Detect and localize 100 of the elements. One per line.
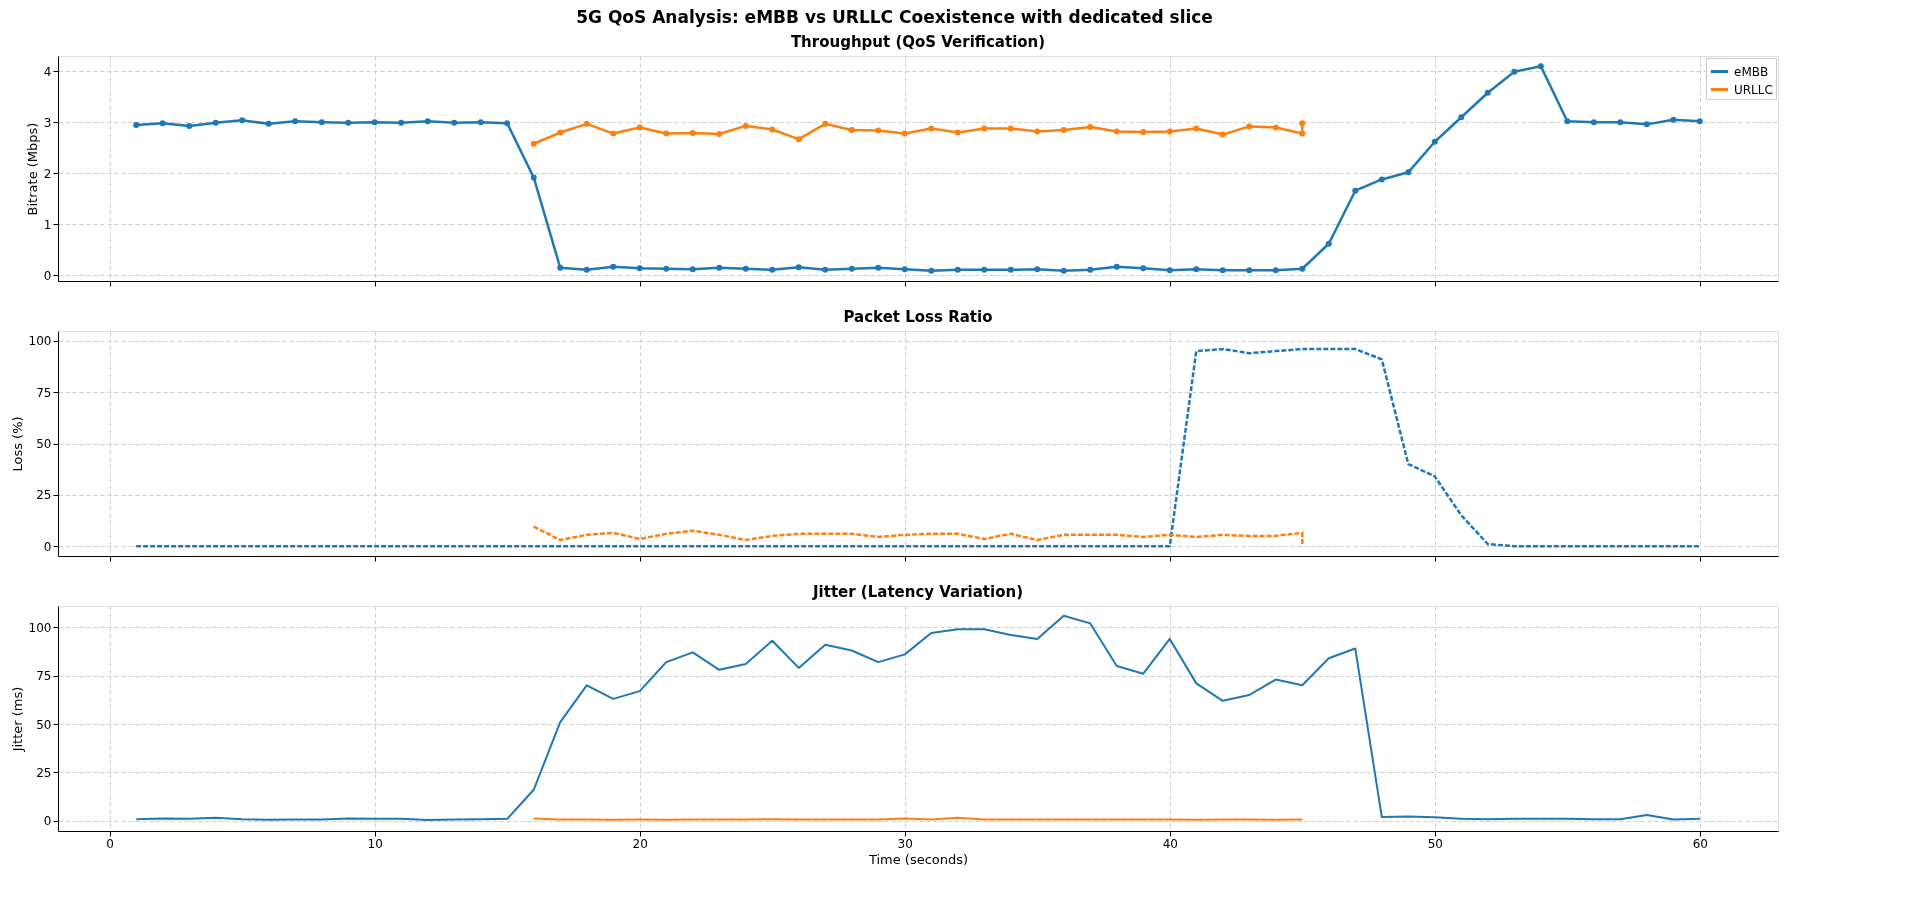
y-tick-label: 2 [43,166,52,181]
point [928,267,935,274]
point [610,263,617,270]
point [663,265,670,272]
point [928,125,935,132]
y-tick-label: 4 [43,64,52,79]
point [1060,267,1067,274]
point [1643,121,1650,128]
legend-label: eMBB [1734,64,1769,79]
point [954,129,961,136]
point [1299,265,1306,272]
y-tick-label: 0 [43,539,52,554]
point [159,120,166,127]
point [636,124,643,131]
point [1564,118,1571,125]
point [1670,116,1677,123]
point [451,119,458,126]
point [1140,129,1147,136]
point [1193,125,1200,132]
chart-title: Throughput (QoS Verification) [790,33,1046,51]
point [265,120,272,127]
point [769,266,776,273]
chart-title: Packet Loss Ratio [843,308,993,326]
point [1299,130,1306,137]
point [822,120,829,127]
point [292,118,299,125]
y-tick-label: 75 [36,385,52,400]
point [795,264,802,271]
legend-label: URLLC [1734,82,1773,97]
point [689,130,696,137]
point [875,264,882,271]
point [424,118,431,125]
y-axis-title: Bitrate (Mbps) [24,122,40,216]
x-tick-label: 50 [1427,836,1443,851]
point [186,122,193,129]
point [742,265,749,272]
point [1458,114,1465,121]
x-tick-label: 0 [106,836,114,851]
x-tick-label: 20 [632,836,648,851]
point [1034,266,1041,273]
point [398,119,405,126]
point [875,127,882,134]
point [1060,126,1067,133]
point [716,131,723,138]
y-tick-label: 75 [36,669,52,684]
point [212,119,219,126]
y-tick-label: 100 [28,334,52,349]
point [504,120,511,127]
point [530,140,537,147]
point [1166,128,1173,135]
point [1219,267,1226,274]
point [1511,68,1518,75]
y-tick-label: 0 [43,814,52,829]
point [1484,89,1491,96]
point [1272,124,1279,131]
point [583,266,590,273]
point [1034,128,1041,135]
point [1537,63,1544,70]
point [901,130,908,137]
chart-title: Jitter (Latency Variation) [811,583,1024,601]
point [583,120,590,127]
point [610,130,617,137]
point [1193,266,1200,273]
point [371,119,378,126]
point [345,119,352,126]
point [981,266,988,273]
point [1378,176,1385,183]
point [1352,187,1359,194]
y-tick-label: 25 [36,765,52,780]
point [1166,267,1173,274]
point [795,136,802,143]
point [557,264,564,271]
point [901,266,908,273]
point [1140,265,1147,272]
point [1325,240,1332,247]
point [318,119,325,126]
point [239,117,246,124]
point [1696,118,1703,125]
point [1113,128,1120,135]
point [689,266,696,273]
point [1007,125,1014,132]
point [1087,123,1094,130]
x-tick-label: 10 [367,836,383,851]
x-tick-label: 30 [897,836,913,851]
point [716,264,723,271]
y-tick-label: 100 [28,620,52,635]
point [530,174,537,181]
x-tick-label: 40 [1162,836,1178,851]
x-tick-label: 60 [1692,836,1708,851]
point [1007,266,1014,273]
point [1219,131,1226,138]
point [1617,119,1624,126]
point [822,266,829,273]
point [769,126,776,133]
y-tick-label: 3 [43,115,52,130]
y-axis-title: Loss (%) [9,416,25,472]
point [1246,267,1253,274]
point [848,126,855,133]
point [1590,119,1597,126]
point [848,265,855,272]
